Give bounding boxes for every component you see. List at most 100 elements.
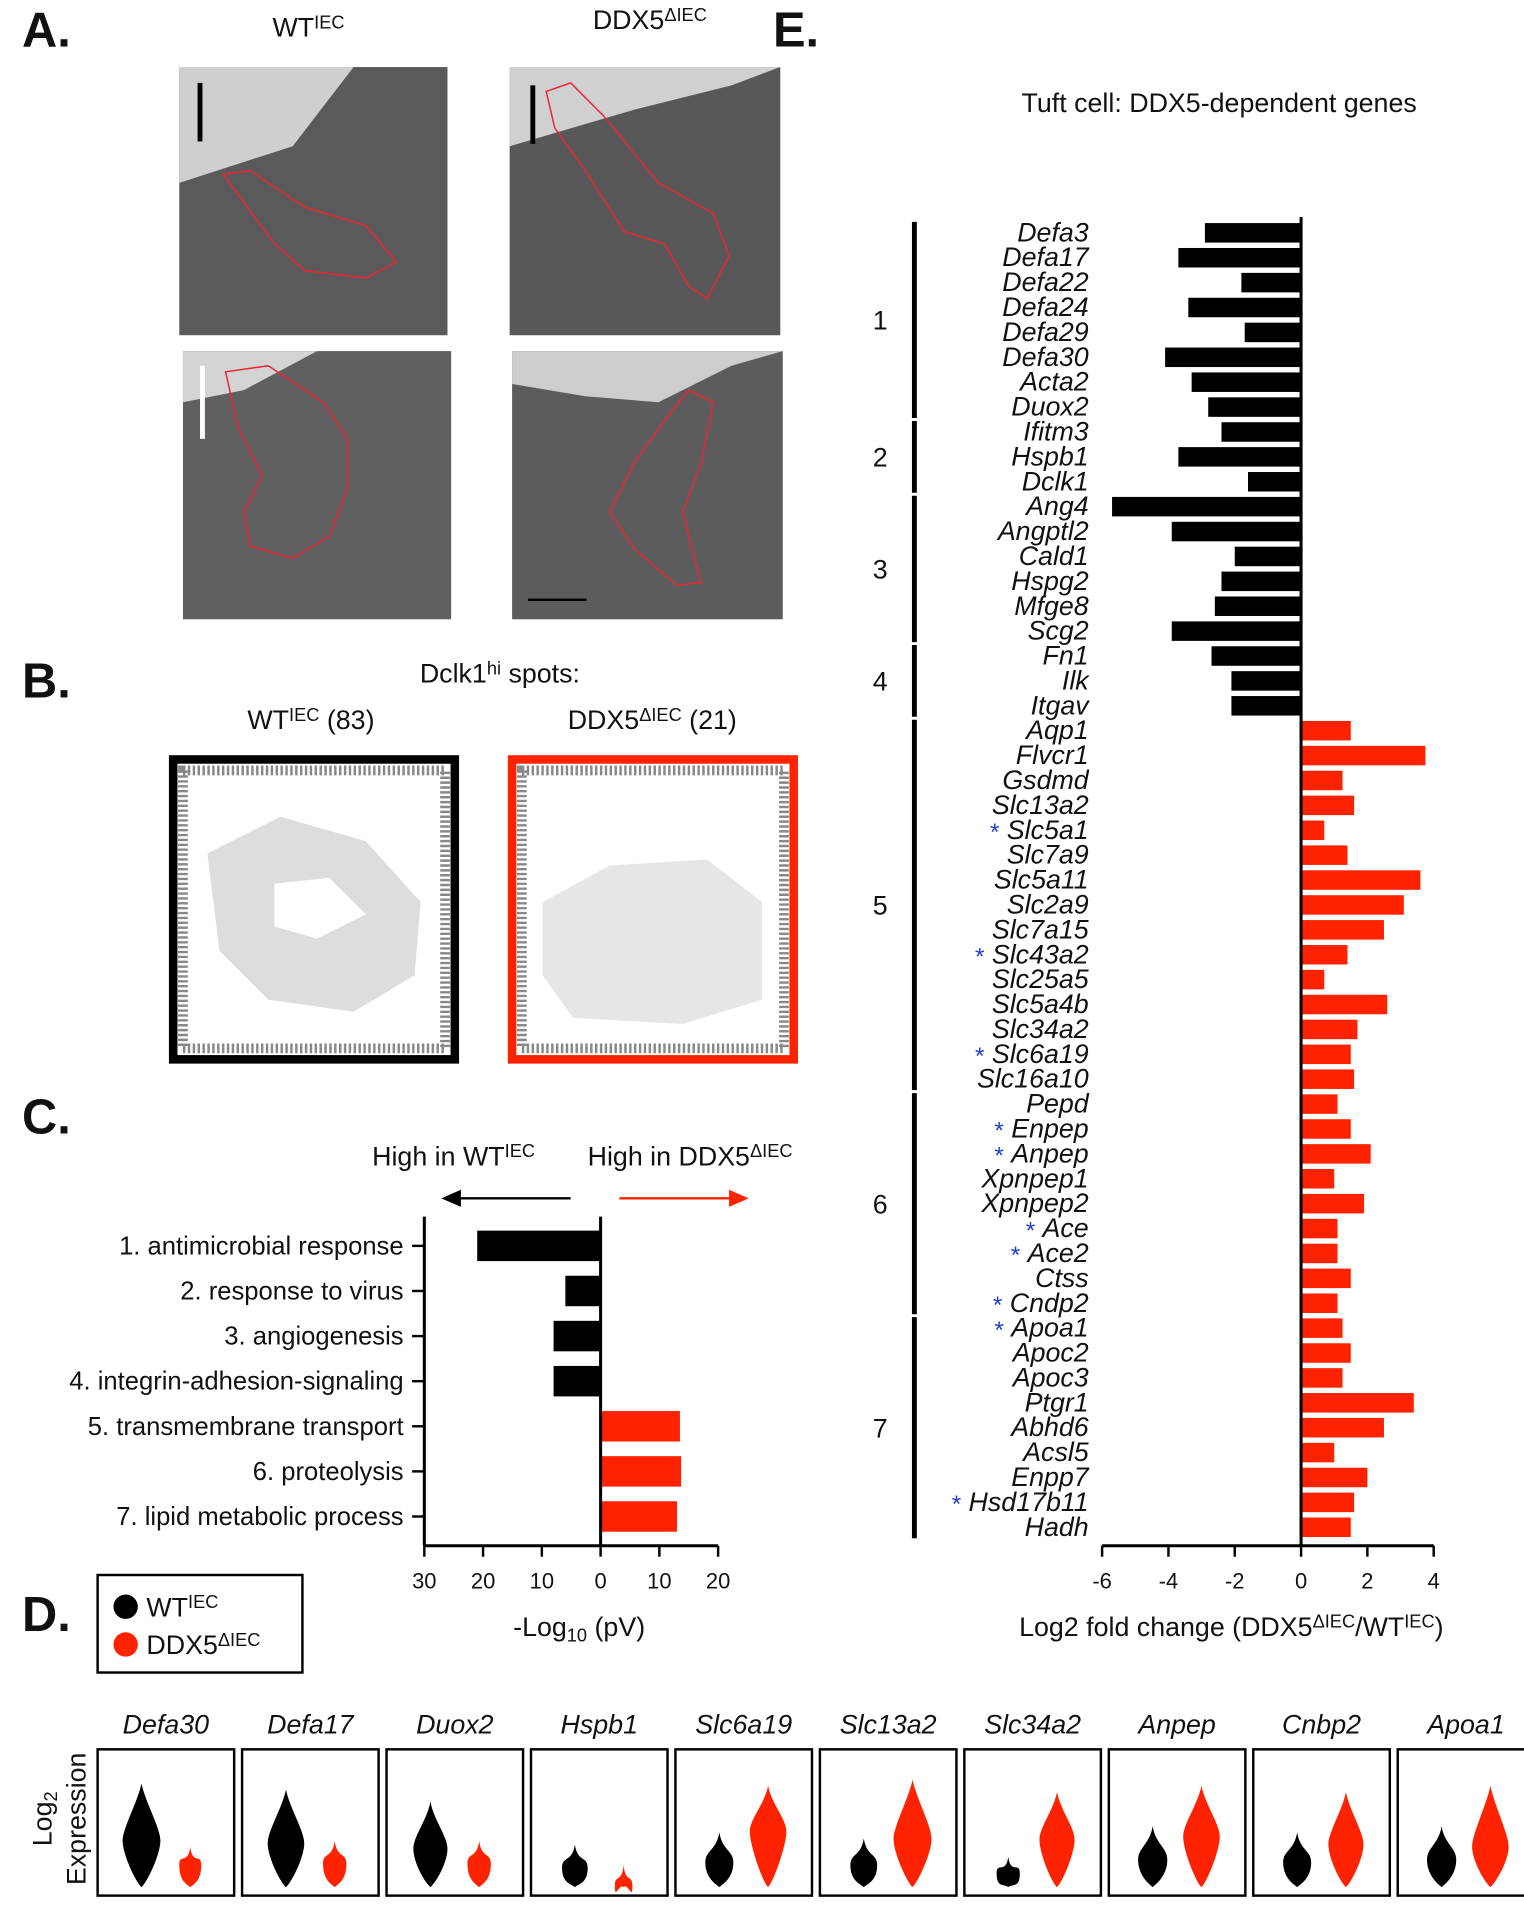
x-axis-label-part: Log2 fold change (DDX5 (1019, 1612, 1312, 1642)
legend-marker (113, 1632, 138, 1657)
bar (1301, 895, 1404, 915)
x-tick-label: 4 (1428, 1568, 1440, 1593)
category-label: 7. lipid metabolic process (116, 1503, 403, 1531)
bar (1301, 720, 1351, 741)
gene-title: Hspb1 (561, 1709, 638, 1739)
gene-title: Slc6a19 (695, 1709, 792, 1739)
column-header-part: (83) (319, 705, 374, 735)
violin (1283, 1832, 1312, 1888)
lumen (512, 351, 783, 403)
category-label: Anpep (1009, 1138, 1089, 1168)
violin-frame (963, 1748, 1103, 1897)
violin-panels (96, 1748, 1524, 1897)
category-label: Xpnpep1 (980, 1163, 1088, 1193)
violin (1328, 1792, 1364, 1888)
legend-label-part: ΔIEC (218, 1629, 261, 1650)
bar (1301, 1119, 1351, 1139)
category-label: Enpep (1011, 1114, 1089, 1144)
category-label: Defa22 (1002, 267, 1089, 297)
category-label: Defa17 (1002, 242, 1090, 272)
bar (600, 1456, 682, 1487)
bar (1214, 596, 1302, 616)
significance-mark: * (952, 1491, 962, 1518)
bar (1301, 870, 1421, 890)
column-header: WTIEC (272, 11, 344, 42)
y-axis-label-part: 2 (40, 1791, 61, 1801)
bar (1301, 1318, 1343, 1338)
violin (179, 1846, 202, 1888)
category-label: Duox2 (1011, 392, 1089, 422)
violin (850, 1838, 878, 1888)
bar (1301, 1044, 1351, 1065)
column-header-part: ΔIEC (664, 4, 707, 25)
violin-frame (529, 1748, 669, 1897)
direction-label-part: High in WT (372, 1141, 505, 1171)
bar (1301, 969, 1325, 990)
y-axis-label-part: Log (27, 1802, 57, 1847)
violin (323, 1840, 347, 1888)
x-tick-label: -4 (1159, 1568, 1179, 1593)
x-axis-label-part: IEC (1404, 1611, 1434, 1632)
bar (1301, 1417, 1384, 1438)
violin (413, 1801, 448, 1888)
column-header-part: DDX5 (593, 5, 664, 35)
bar (1301, 1019, 1358, 1040)
group-label: 5 (873, 891, 888, 921)
bar (553, 1320, 601, 1352)
significance-mark: * (975, 1043, 985, 1070)
micrographs (179, 67, 783, 620)
category-label: Ang4 (1024, 491, 1089, 521)
category-label: Acsl5 (1021, 1437, 1089, 1467)
bar (1221, 571, 1302, 592)
violin (893, 1779, 932, 1888)
category-label: Slc6a19 (992, 1039, 1089, 1069)
significance-mark: * (975, 943, 985, 970)
category-label: Abhd6 (1009, 1412, 1089, 1442)
gene-title: Slc13a2 (840, 1709, 937, 1739)
x-tick-label: 20 (471, 1568, 495, 1593)
bar (1301, 1243, 1338, 1264)
category-label: Slc7a15 (992, 914, 1089, 944)
violin (705, 1832, 734, 1888)
violin (996, 1856, 1020, 1888)
x-axis-label-part: /WT (1355, 1612, 1404, 1642)
group-label: 6 (873, 1189, 888, 1219)
violin-frame (240, 1748, 380, 1897)
bar (1301, 1268, 1351, 1289)
scale-bar (527, 598, 587, 601)
column-header-part: (21) (682, 705, 737, 735)
category-label: Hspg2 (1011, 566, 1089, 596)
chart-title: Tuft cell: DDX5-dependent genes (1022, 88, 1417, 118)
category-label: Slc34a2 (992, 1014, 1089, 1044)
bar (600, 1411, 680, 1442)
bar (1301, 1343, 1351, 1363)
category-label: Slc13a2 (992, 790, 1089, 820)
bar (1244, 322, 1302, 343)
bar (1301, 1492, 1355, 1513)
group-label: 1 (873, 306, 888, 336)
bar (1301, 770, 1343, 791)
category-label: Ace (1041, 1213, 1089, 1243)
panel-title: Dclk1hi spots: (420, 657, 580, 688)
bar (1211, 646, 1302, 666)
panel-letter: E. (773, 3, 819, 57)
lumen (182, 351, 318, 403)
category-label: Ifitm3 (1023, 417, 1089, 447)
bar (477, 1230, 601, 1262)
bar (1231, 696, 1302, 716)
category-label: Enpp7 (1011, 1462, 1090, 1492)
panel-letter: B. (22, 654, 71, 708)
x-tick-label: 0 (594, 1568, 606, 1593)
category-label: Apoa1 (1009, 1313, 1088, 1343)
category-label: Hadh (1025, 1512, 1089, 1542)
bar (1301, 745, 1426, 766)
legend-label-part: WT (146, 1592, 188, 1622)
legend-marker (113, 1594, 138, 1619)
category-label: Ilk (1062, 665, 1090, 695)
lumen (179, 67, 354, 183)
category-label: Aqp1 (1024, 715, 1089, 745)
category-label: Slc43a2 (992, 939, 1089, 969)
panel-letter: D. (22, 1588, 71, 1642)
legend-label-part: IEC (188, 1591, 218, 1612)
violin-frame (1107, 1748, 1247, 1897)
